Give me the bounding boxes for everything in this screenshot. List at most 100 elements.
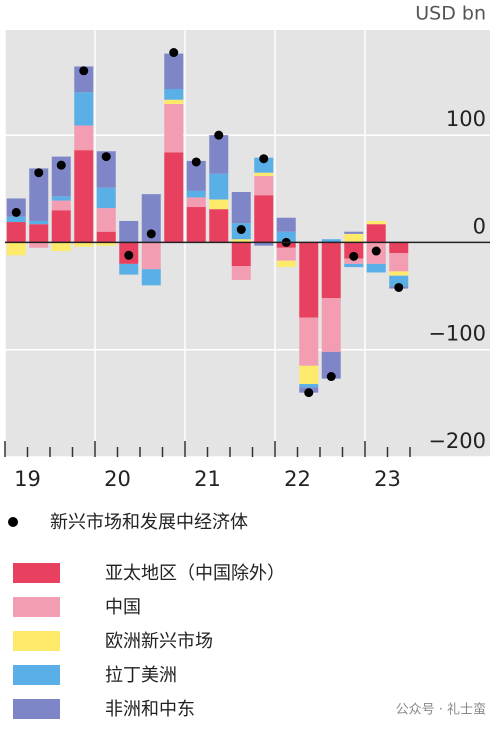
bar-segment bbox=[186, 160, 206, 191]
bar-segment bbox=[164, 89, 184, 100]
legend-label: 非洲和中东 bbox=[105, 699, 195, 720]
bar-segment bbox=[299, 365, 319, 385]
total-dot bbox=[124, 250, 134, 260]
total-dot bbox=[79, 66, 89, 76]
bar-segment bbox=[321, 242, 341, 299]
bar-segment bbox=[321, 298, 341, 352]
bar-segment bbox=[51, 200, 71, 211]
bar-segment bbox=[344, 233, 364, 243]
bar-segment bbox=[51, 242, 71, 252]
legend-label: 欧洲新兴市场 bbox=[105, 631, 213, 652]
bar-segment bbox=[389, 275, 409, 287]
bar-segment bbox=[344, 258, 364, 264]
bar-segment bbox=[6, 198, 26, 217]
bar-segment bbox=[96, 242, 116, 246]
bar-segment bbox=[254, 157, 274, 173]
bar-segment bbox=[51, 196, 71, 201]
legend-label: 亚太地区（中国除外） bbox=[105, 563, 285, 584]
bar-segment bbox=[164, 104, 184, 153]
bar-segment bbox=[209, 209, 229, 243]
bar-segment bbox=[231, 242, 251, 267]
total-dot bbox=[101, 152, 111, 162]
bar-segment bbox=[209, 173, 229, 200]
bar-segment bbox=[299, 317, 319, 366]
total-dot bbox=[34, 168, 44, 178]
bar-segment bbox=[366, 224, 386, 243]
bar-segment bbox=[74, 66, 94, 93]
bar-segment bbox=[74, 92, 94, 126]
bar-segment bbox=[119, 263, 139, 275]
bar-segment bbox=[254, 172, 274, 176]
total-dot bbox=[371, 246, 381, 256]
x-tick-label: 21 bbox=[194, 467, 221, 491]
bar-segment bbox=[96, 208, 116, 232]
legend-swatch bbox=[13, 699, 60, 719]
bar-segment bbox=[6, 222, 26, 243]
bar-segment bbox=[209, 199, 229, 210]
bar-segment bbox=[119, 220, 139, 243]
total-dot bbox=[191, 157, 201, 167]
bar-segment bbox=[51, 156, 71, 197]
legend-dot bbox=[8, 517, 18, 527]
unit-label: USD bn bbox=[415, 3, 486, 25]
y-tick-label: 100 bbox=[446, 107, 486, 131]
total-dot bbox=[214, 130, 224, 140]
total-dot bbox=[169, 48, 179, 58]
legend-label: 拉丁美洲 bbox=[105, 665, 177, 686]
bar-segment bbox=[276, 247, 296, 261]
bar-segment bbox=[276, 260, 296, 268]
bar-segment bbox=[254, 242, 274, 246]
total-dot bbox=[146, 229, 156, 239]
total-dot bbox=[304, 388, 314, 398]
bar-segment bbox=[141, 194, 161, 243]
bar-segment bbox=[389, 253, 409, 272]
bar-segment bbox=[96, 231, 116, 243]
bar-segment bbox=[231, 266, 251, 280]
total-dot bbox=[56, 160, 66, 170]
bar-segment bbox=[321, 351, 341, 379]
bar-segment bbox=[29, 168, 49, 221]
total-dot bbox=[394, 282, 404, 292]
bar-segment bbox=[231, 239, 251, 243]
y-tick-label: −100 bbox=[428, 322, 486, 346]
bar-segment bbox=[96, 151, 116, 188]
bar-segment bbox=[299, 242, 319, 318]
bar-segment bbox=[389, 242, 409, 254]
bar-segment bbox=[389, 271, 409, 276]
watermark: 公众号 · 礼士蛮 bbox=[396, 702, 486, 718]
legend-swatch bbox=[13, 597, 60, 617]
bar-segment bbox=[29, 224, 49, 243]
bar-segment bbox=[141, 269, 161, 286]
legend-swatch bbox=[13, 665, 60, 685]
x-tick-label: 23 bbox=[374, 467, 401, 491]
bar-segment bbox=[74, 150, 94, 243]
x-tick-label: 20 bbox=[104, 467, 131, 491]
total-dot bbox=[236, 225, 246, 235]
bar-segment bbox=[321, 239, 341, 243]
bar-segment bbox=[344, 242, 364, 259]
bar-segment bbox=[276, 217, 296, 232]
bar-segment bbox=[51, 210, 71, 243]
total-dot bbox=[326, 372, 336, 382]
legend-swatch bbox=[13, 631, 60, 651]
bar-segment bbox=[141, 242, 161, 270]
bar-segment bbox=[96, 187, 116, 209]
total-dot bbox=[349, 251, 359, 261]
bar-segment bbox=[366, 220, 386, 225]
total-dot bbox=[11, 207, 21, 217]
bar-segment bbox=[366, 263, 386, 273]
bar-segment bbox=[29, 242, 49, 248]
bar-segment bbox=[29, 220, 49, 225]
bar-segment bbox=[186, 190, 206, 198]
bar-segment bbox=[74, 125, 94, 151]
y-tick-label: −200 bbox=[428, 429, 486, 453]
bar-segment bbox=[164, 99, 184, 105]
bar-segment bbox=[6, 216, 26, 223]
bar-segment bbox=[6, 242, 26, 256]
bar-segment bbox=[231, 192, 251, 224]
legend-label: 新兴市场和发展中经济体 bbox=[50, 512, 248, 533]
bar-segment bbox=[276, 231, 296, 243]
bar-segment bbox=[254, 195, 274, 243]
legend-label: 中国 bbox=[105, 597, 141, 618]
